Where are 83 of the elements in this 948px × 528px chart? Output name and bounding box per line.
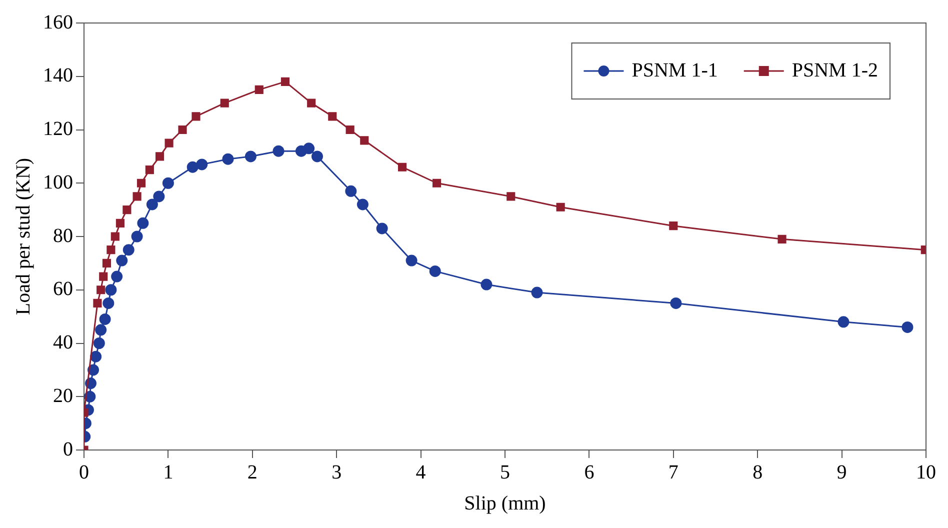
- point: [254, 85, 264, 94]
- point: [186, 161, 198, 173]
- point: [360, 136, 369, 145]
- point: [93, 298, 102, 308]
- point: [162, 177, 174, 189]
- x-tick-label: 10: [916, 461, 936, 484]
- point: [153, 190, 165, 202]
- point: [670, 297, 682, 309]
- y-tick-label: 40: [53, 332, 73, 354]
- x-tick-label: 0: [79, 461, 89, 484]
- x-tick-label: 8: [752, 461, 763, 484]
- y-tick-label: 120: [43, 118, 73, 140]
- point: [137, 217, 149, 229]
- point: [96, 286, 106, 294]
- point: [356, 198, 368, 210]
- y-tick-label: 160: [43, 11, 73, 34]
- point: [406, 254, 418, 266]
- y-tick-label: 20: [53, 384, 73, 407]
- point: [506, 192, 516, 201]
- point: [345, 185, 357, 197]
- point: [136, 178, 146, 188]
- point: [244, 150, 256, 162]
- point: [272, 145, 284, 157]
- point: [90, 350, 102, 362]
- point: [146, 198, 158, 210]
- point: [192, 112, 200, 121]
- point: [307, 98, 316, 108]
- y-tick-label: 0: [63, 438, 73, 460]
- point: [99, 313, 111, 325]
- point: [196, 158, 208, 170]
- y-tick-label: 140: [43, 64, 73, 87]
- point: [132, 192, 142, 201]
- point: [328, 112, 337, 121]
- point: [376, 222, 388, 234]
- point: [778, 234, 786, 244]
- point: [346, 125, 354, 134]
- point: [99, 272, 108, 281]
- point: [398, 162, 407, 172]
- point: [106, 246, 116, 254]
- point: [432, 178, 442, 188]
- point: [131, 230, 143, 242]
- point: [145, 165, 154, 174]
- x-tick-label: 4: [416, 461, 426, 484]
- point: [111, 270, 123, 282]
- point: [531, 286, 543, 298]
- point: [122, 206, 132, 214]
- point: [116, 254, 128, 266]
- legend-label: PSNM 1-1: [632, 59, 718, 82]
- point: [480, 278, 492, 290]
- x-tick-label: 2: [247, 461, 258, 484]
- point: [95, 324, 107, 336]
- point: [311, 150, 323, 162]
- x-tick-label: 6: [584, 461, 594, 484]
- x-tick-label: 5: [500, 461, 510, 484]
- point: [102, 258, 112, 268]
- point: [220, 98, 229, 108]
- point: [178, 125, 187, 134]
- legend-label: PSNM 1-2: [792, 59, 878, 82]
- x-tick-label: 7: [668, 461, 678, 484]
- point: [122, 244, 134, 256]
- x-tick-label: 9: [836, 461, 847, 484]
- point: [902, 321, 914, 333]
- point: [556, 202, 565, 212]
- point: [669, 222, 678, 230]
- point: [429, 265, 441, 277]
- y-tick-label: 80: [53, 224, 73, 247]
- point: [155, 152, 164, 161]
- point: [280, 77, 290, 86]
- y-tick-label: 100: [43, 171, 73, 194]
- point: [102, 297, 114, 309]
- point: [164, 138, 174, 148]
- point: [93, 338, 105, 349]
- point: [838, 316, 850, 328]
- point: [110, 232, 120, 241]
- x-axis-title: Slip (mm): [464, 492, 546, 514]
- y-tick-label: 60: [53, 278, 73, 300]
- point: [105, 284, 117, 296]
- point: [116, 218, 124, 228]
- x-tick-label: 3: [332, 461, 342, 484]
- x-tick-label: 1: [163, 461, 174, 484]
- y-axis-title: Load per stud (KN): [12, 158, 34, 316]
- point: [222, 153, 234, 165]
- point: [303, 142, 315, 154]
